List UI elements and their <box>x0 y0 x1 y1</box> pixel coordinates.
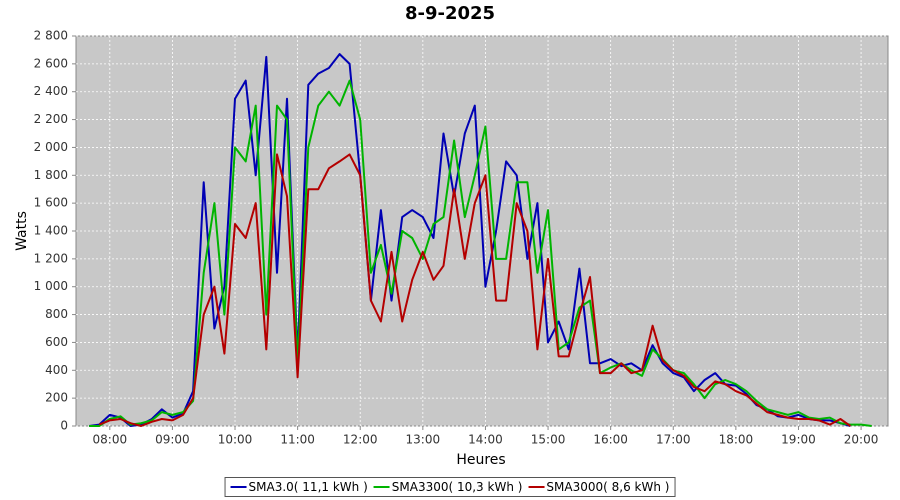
x-tick-label: 13:00 <box>406 433 441 447</box>
x-tick-label: 09:00 <box>155 433 190 447</box>
x-tick-label: 11:00 <box>280 433 315 447</box>
y-tick-label: 400 <box>45 363 68 377</box>
x-tick-label: 20:00 <box>844 433 879 447</box>
y-tick-label: 1 600 <box>34 196 68 210</box>
legend-swatch <box>230 486 247 488</box>
x-tick-label: 18:00 <box>719 433 754 447</box>
legend: SMA3.0( 11,1 kWh ) SMA3300( 10,3 kWh ) SMA… <box>224 477 676 497</box>
y-tick-label: 2 000 <box>34 140 68 154</box>
series-line <box>88 53 851 427</box>
legend-label: SMA3000( 8,6 kWh ) <box>546 480 670 494</box>
y-tick-label: 0 <box>60 419 68 433</box>
legend-swatch <box>528 486 545 488</box>
x-tick-label: 14:00 <box>468 433 503 447</box>
legend-item: SMA3.0( 11,1 kWh ) <box>230 480 368 494</box>
y-tick-label: 2 200 <box>34 112 68 126</box>
x-tick-label: 16:00 <box>593 433 628 447</box>
legend-item: SMA3300( 10,3 kWh ) <box>373 480 523 494</box>
legend-label: SMA3300( 10,3 kWh ) <box>391 480 523 494</box>
y-tick-label: 1 400 <box>34 224 68 238</box>
y-tick-label: 1 000 <box>34 279 68 293</box>
y-axis-label: Watts <box>14 211 30 251</box>
legend-item: SMA3000( 8,6 kWh ) <box>528 480 669 494</box>
chart: 8-9-2025 Heures Watts 0 200 400 600 800 1 000… <box>14 3 889 468</box>
chart-title: 8-9-2025 <box>405 3 495 24</box>
x-tick-label: 15:00 <box>531 433 566 447</box>
y-tick-label: 800 <box>45 307 68 321</box>
y-tick-label: 200 <box>45 391 68 405</box>
x-tick-label: 17:00 <box>656 433 691 447</box>
y-tick-label: 1 800 <box>34 168 68 182</box>
x-axis-label: Heures <box>456 452 505 468</box>
series-line <box>98 153 851 427</box>
x-tick-label: 08:00 <box>93 433 128 447</box>
y-tick-label: 2 400 <box>34 84 68 98</box>
legend-swatch <box>373 486 390 488</box>
y-tick-label: 600 <box>45 335 68 349</box>
x-tick-label: 12:00 <box>343 433 378 447</box>
x-tick-label: 10:00 <box>218 433 253 447</box>
y-tick-label: 2 800 <box>34 29 68 43</box>
y-tick-label: 2 600 <box>34 56 68 70</box>
y-tick-label: 1 200 <box>34 251 68 265</box>
legend-label: SMA3.0( 11,1 kWh ) <box>248 480 368 494</box>
x-tick-label: 19:00 <box>781 433 816 447</box>
series-line <box>89 79 872 427</box>
